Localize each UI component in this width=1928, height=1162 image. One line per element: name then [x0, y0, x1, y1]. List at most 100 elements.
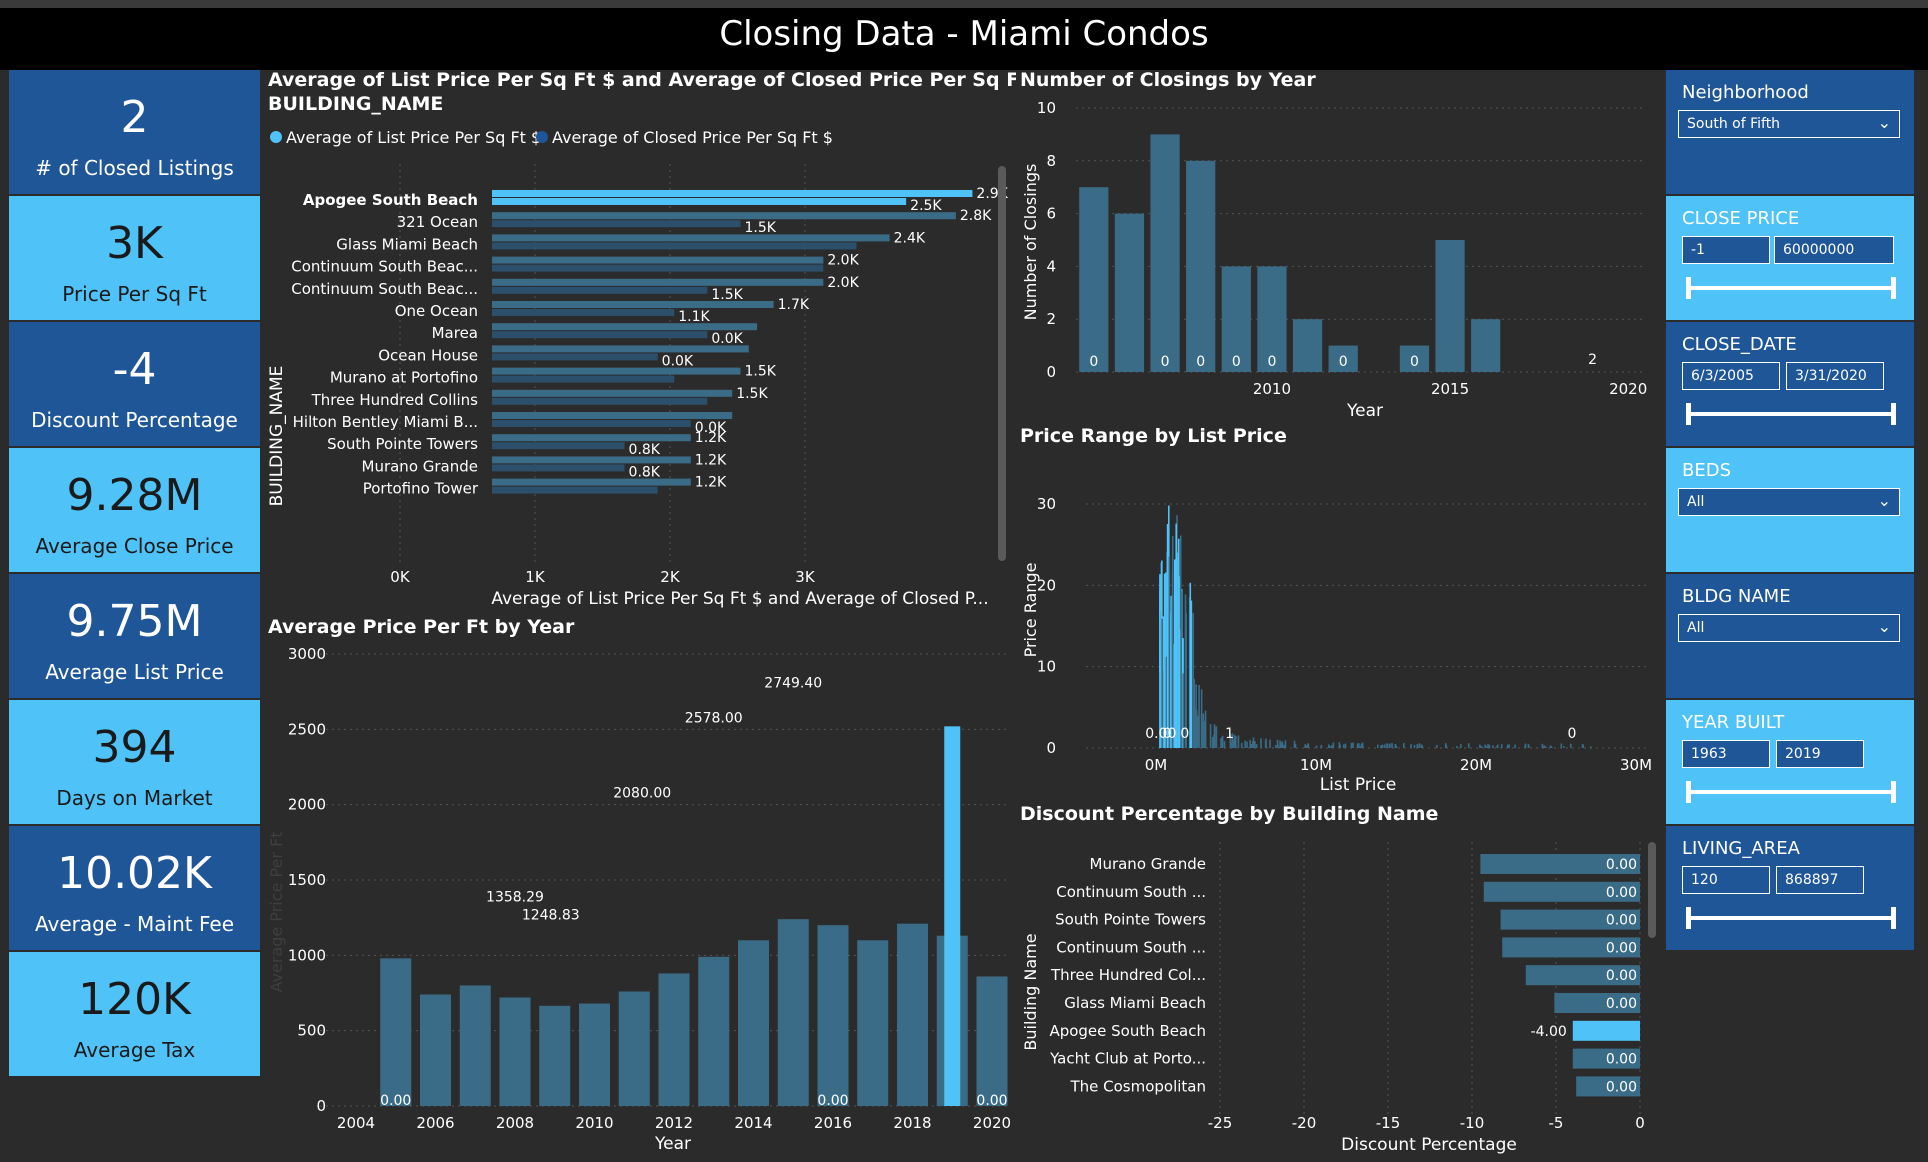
histogram-bar[interactable] [1416, 745, 1419, 748]
histogram-bar[interactable] [1386, 743, 1388, 748]
histogram-bar[interactable] [1339, 744, 1341, 748]
histogram-bar[interactable] [1221, 737, 1223, 748]
histogram-bar[interactable] [1344, 743, 1347, 748]
bar-list-price[interactable] [492, 456, 691, 464]
histogram-bar[interactable] [1315, 745, 1318, 748]
close-date-max-input[interactable]: 3/31/2020 [1786, 362, 1884, 390]
histogram-bar[interactable] [1394, 744, 1397, 748]
histogram-bar[interactable] [1265, 738, 1267, 748]
histogram-bar[interactable] [1192, 613, 1195, 748]
bar[interactable] [1554, 993, 1640, 1013]
histogram-bar[interactable] [1356, 743, 1359, 748]
slider-max-handle[interactable] [1891, 277, 1896, 299]
histogram-bar[interactable] [1376, 744, 1379, 748]
histogram-bar[interactable] [1380, 745, 1382, 748]
histogram-bar[interactable] [1360, 743, 1363, 748]
histogram-bar[interactable] [1204, 729, 1207, 748]
building-price-chart[interactable]: Average of List Price Per Sq Ft $ and Av… [262, 66, 1016, 616]
closings-by-year-chart[interactable]: Number of Closings by Year Number of Clo… [1016, 66, 1666, 416]
histogram-bar[interactable] [1231, 733, 1234, 748]
histogram-bar[interactable] [1235, 736, 1237, 748]
bar[interactable] [1150, 134, 1180, 372]
histogram-bar[interactable] [1329, 746, 1331, 748]
histogram-bar[interactable] [1384, 744, 1386, 748]
bar-closed-price[interactable] [492, 220, 741, 228]
histogram-bar[interactable] [1330, 745, 1333, 748]
highlight-bar[interactable] [944, 726, 961, 1106]
histogram-bar[interactable] [1391, 743, 1393, 748]
histogram-bar[interactable] [1269, 739, 1271, 748]
histogram-bar[interactable] [1389, 743, 1391, 748]
bar-closed-price[interactable] [492, 264, 824, 272]
histogram-bar[interactable] [1342, 744, 1345, 748]
histogram-bar[interactable] [1480, 745, 1483, 748]
histogram-bar[interactable] [1479, 744, 1481, 748]
histogram-bar[interactable] [1193, 678, 1196, 748]
bar[interactable] [1328, 345, 1358, 372]
histogram-bar[interactable] [1184, 594, 1187, 748]
histogram-bar[interactable] [1159, 574, 1161, 748]
histogram-bar[interactable] [1283, 744, 1285, 748]
histogram-bar[interactable] [1395, 745, 1398, 748]
histogram-bar[interactable] [1274, 745, 1277, 748]
bar[interactable] [698, 956, 730, 1106]
bar-closed-price[interactable] [492, 242, 857, 250]
histogram-bar[interactable] [1460, 743, 1462, 748]
histogram-bar[interactable] [1467, 743, 1470, 748]
histogram-bar[interactable] [1549, 745, 1552, 748]
histogram-bar[interactable] [1171, 535, 1174, 748]
bar[interactable] [1399, 345, 1430, 372]
bar[interactable] [1292, 319, 1323, 372]
histogram-bar[interactable] [1304, 744, 1306, 748]
histogram-bar[interactable] [1200, 689, 1203, 748]
bar-closed-price[interactable] [492, 397, 708, 405]
histogram-bar[interactable] [1159, 666, 1161, 748]
histogram-bar[interactable] [1255, 744, 1258, 748]
histogram-bar[interactable] [1170, 595, 1172, 748]
close-date-slider[interactable] [1686, 403, 1896, 425]
bar[interactable] [976, 976, 1008, 1106]
histogram-bar[interactable] [1358, 743, 1360, 748]
bar[interactable] [1525, 965, 1640, 986]
histogram-bar[interactable] [1244, 740, 1246, 748]
histogram-bar[interactable] [1276, 739, 1279, 748]
histogram-bar[interactable] [1209, 724, 1212, 748]
slider-min-handle[interactable] [1686, 907, 1691, 929]
histogram-bar[interactable] [1223, 741, 1226, 748]
bar-closed-price[interactable] [492, 464, 625, 472]
bar[interactable] [817, 925, 849, 1106]
histogram-bar[interactable] [1203, 721, 1206, 748]
histogram-bar[interactable] [1251, 740, 1254, 748]
bar[interactable] [1079, 187, 1109, 372]
bar[interactable] [1572, 1048, 1640, 1069]
bar-closed-price[interactable] [492, 486, 658, 494]
discount-by-building-chart[interactable]: Discount Percentage by Building Name Bui… [1016, 796, 1666, 1162]
bar-list-price[interactable] [492, 434, 691, 442]
histogram-bar[interactable] [1508, 744, 1510, 748]
living-area-min-input[interactable]: 120 [1682, 866, 1770, 894]
histogram-bar[interactable] [1251, 744, 1253, 748]
histogram-bar[interactable] [1327, 744, 1330, 748]
histogram-bar[interactable] [1173, 559, 1176, 748]
bar-list-price[interactable] [492, 256, 824, 264]
neighborhood-dropdown[interactable]: South of Fifth ⌄ [1678, 110, 1900, 138]
bar-closed-price[interactable] [492, 198, 907, 205]
histogram-bar[interactable] [1361, 742, 1364, 748]
histogram-bar[interactable] [1381, 744, 1384, 748]
histogram-bar[interactable] [1215, 726, 1218, 748]
histogram-bar[interactable] [1307, 743, 1310, 748]
histogram-bar[interactable] [1541, 743, 1544, 748]
histogram-bar[interactable] [1284, 740, 1287, 748]
histogram-bar[interactable] [1260, 738, 1262, 748]
histogram-bar[interactable] [1202, 713, 1205, 748]
slider-max-handle[interactable] [1891, 403, 1896, 425]
histogram-bar[interactable] [1179, 629, 1181, 748]
bar[interactable] [1502, 937, 1640, 958]
histogram-bar[interactable] [1237, 735, 1240, 748]
histogram-bar[interactable] [1500, 744, 1503, 748]
bar-list-price[interactable] [492, 478, 691, 486]
histogram-bar[interactable] [1484, 744, 1486, 748]
histogram-bar[interactable] [1230, 742, 1233, 748]
bar[interactable] [777, 919, 809, 1106]
bar-list-price[interactable] [492, 278, 824, 286]
